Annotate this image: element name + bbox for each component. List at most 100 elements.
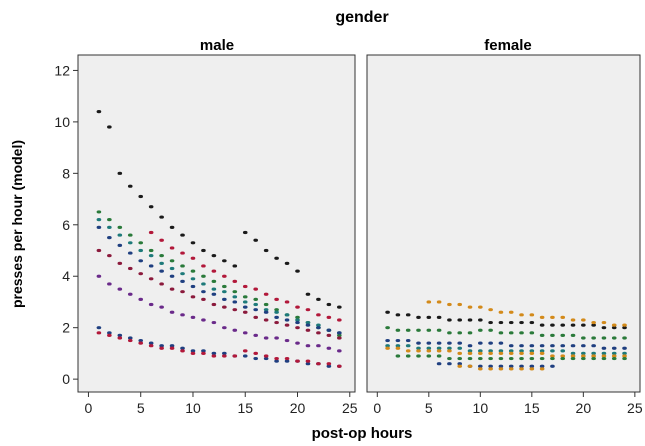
data-point	[190, 349, 196, 353]
data-point	[436, 328, 442, 332]
data-point	[253, 287, 258, 291]
data-point	[560, 333, 566, 338]
data-point	[107, 125, 112, 129]
data-point	[138, 338, 144, 343]
data-point	[242, 310, 248, 314]
data-point	[222, 326, 227, 330]
data-point	[305, 308, 311, 312]
data-point	[242, 331, 248, 335]
data-point	[107, 331, 112, 335]
data-point	[253, 315, 258, 319]
data-point	[467, 356, 473, 361]
data-point	[560, 344, 566, 348]
series-female-8	[436, 362, 555, 368]
data-point	[211, 351, 217, 356]
y-tick-label: 0	[62, 371, 70, 387]
data-point	[274, 297, 279, 301]
series-male-5	[96, 248, 342, 340]
data-point	[326, 328, 332, 332]
series-male-9	[96, 331, 342, 368]
series-female-2	[426, 300, 627, 327]
data-point	[337, 331, 342, 335]
data-point	[622, 326, 627, 330]
x-tick-label: 20	[290, 400, 306, 416]
data-point	[232, 264, 238, 268]
data-point	[581, 318, 586, 322]
data-point	[519, 356, 524, 361]
data-point	[159, 346, 164, 350]
data-point	[478, 364, 483, 368]
data-point	[447, 362, 452, 366]
data-point	[416, 341, 421, 345]
data-point	[180, 290, 185, 294]
data-point	[488, 364, 493, 368]
data-point	[508, 344, 514, 348]
series-female-5	[385, 344, 627, 356]
data-point	[405, 344, 411, 348]
x-tick-label: 0	[85, 400, 93, 416]
data-point	[395, 354, 401, 358]
data-point	[447, 302, 452, 307]
data-point	[96, 248, 102, 253]
data-point	[159, 269, 164, 273]
data-point	[581, 336, 586, 340]
data-point	[591, 323, 596, 327]
data-point	[274, 310, 279, 314]
data-point	[107, 333, 112, 338]
data-point	[211, 302, 217, 307]
data-point	[138, 194, 144, 199]
data-point	[405, 313, 411, 317]
data-point	[253, 297, 258, 301]
data-point	[570, 318, 576, 322]
data-point	[519, 313, 524, 317]
data-point	[326, 302, 332, 307]
data-point	[96, 109, 102, 114]
data-point	[180, 279, 185, 283]
data-point	[508, 320, 514, 325]
y-tick-label: 2	[62, 320, 70, 336]
data-point	[447, 341, 452, 345]
data-point	[478, 349, 483, 353]
series-male-6	[148, 230, 342, 322]
data-point	[529, 344, 535, 348]
data-point	[96, 218, 102, 222]
data-point	[581, 351, 586, 356]
data-point	[159, 305, 164, 309]
x-tick-label: 20	[576, 400, 592, 416]
data-point	[601, 320, 607, 325]
data-point	[326, 364, 332, 368]
data-point	[201, 351, 206, 356]
data-point	[284, 300, 290, 304]
data-point	[570, 356, 576, 361]
data-point	[570, 333, 576, 338]
x-axis-label: post-op hours	[312, 425, 413, 442]
data-point	[519, 344, 524, 348]
data-point	[611, 346, 617, 350]
data-point	[222, 354, 227, 358]
data-point	[180, 272, 185, 276]
data-point	[148, 277, 154, 281]
data-point	[117, 225, 123, 229]
data-point	[539, 349, 545, 353]
data-point	[138, 341, 144, 345]
data-point	[529, 320, 535, 325]
data-point	[611, 326, 617, 330]
data-point	[385, 346, 390, 350]
series-female-3	[385, 326, 627, 340]
data-point	[570, 323, 576, 327]
data-point	[169, 310, 175, 314]
data-point	[488, 356, 493, 361]
series-female-7	[395, 354, 627, 361]
panel-frame	[366, 54, 641, 393]
data-point	[508, 351, 514, 356]
data-point	[242, 354, 248, 358]
data-point	[529, 367, 535, 371]
data-point	[611, 323, 617, 327]
data-point	[601, 351, 607, 356]
data-point	[426, 300, 432, 304]
data-point	[169, 287, 175, 291]
data-point	[117, 261, 123, 265]
data-point	[201, 349, 206, 353]
data-point	[488, 351, 493, 356]
